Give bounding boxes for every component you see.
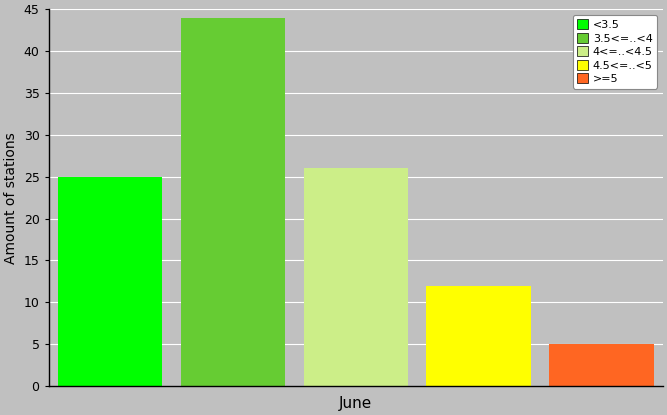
- Legend: <3.5, 3.5<=..<4, 4<=..<4.5, 4.5<=..<5, >=5: <3.5, 3.5<=..<4, 4<=..<4.5, 4.5<=..<5, >…: [573, 15, 657, 89]
- Bar: [549, 344, 654, 386]
- Y-axis label: Amount of stations: Amount of stations: [4, 132, 18, 264]
- Bar: [58, 177, 162, 386]
- Bar: [303, 168, 408, 386]
- Bar: [426, 286, 531, 386]
- Bar: [181, 17, 285, 386]
